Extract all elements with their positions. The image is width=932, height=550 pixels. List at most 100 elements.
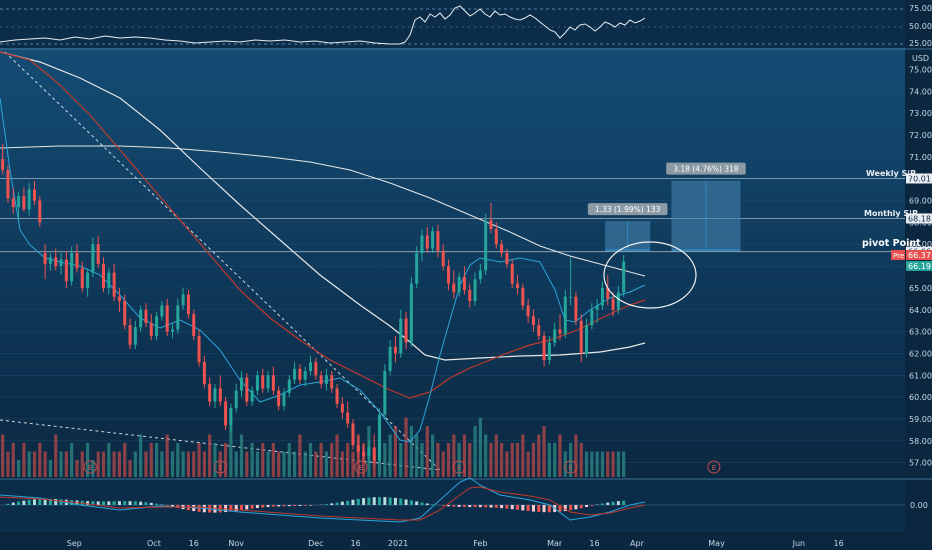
price-tick-label: 64.00 [909, 306, 932, 315]
macd-histogram-bar [388, 497, 392, 505]
candle-body [303, 370, 307, 380]
candle-body [547, 342, 551, 361]
volume-bar [80, 451, 84, 477]
volume-bar [409, 426, 413, 477]
macd-histogram-bar [378, 497, 382, 505]
volume-bar [144, 451, 148, 477]
candle-body [516, 283, 520, 288]
macd-histogram-bar [484, 505, 488, 508]
volume-bar [521, 434, 525, 477]
time-tick-label: Sep [67, 539, 82, 548]
time-axis-ticks: Sep Oct 16 Nov Dec 16 2021 Feb Mar 16 Apr May Jun 16 [67, 539, 844, 548]
macd-histogram-bar [452, 505, 456, 507]
candle-body [250, 390, 254, 402]
macd-histogram-bar [431, 504, 435, 505]
volume-bar [218, 451, 222, 477]
volume-bar [287, 443, 291, 477]
volume-bar [154, 443, 159, 477]
time-tick-label: Jun [792, 539, 806, 548]
volume-bar [452, 434, 456, 477]
price-tick-label: 69.00 [909, 197, 932, 206]
event-marker [452, 460, 466, 474]
candle-body [600, 287, 604, 306]
candle-body [43, 252, 47, 264]
candle-body [309, 362, 313, 371]
macd-histogram-bar [261, 505, 265, 508]
event-marker-label: E [88, 464, 92, 472]
candle-body [611, 298, 615, 310]
candle-body [293, 368, 297, 380]
volume-bar [123, 443, 127, 477]
candle-body [255, 375, 259, 391]
price-tick-label: 65.00 [909, 284, 932, 293]
volume-bar [64, 451, 68, 477]
candle-body [521, 287, 525, 306]
volume-bar [176, 443, 180, 477]
volume-bar [261, 443, 265, 477]
volume-bar [160, 451, 164, 477]
volume-bar [245, 451, 249, 477]
volume-bar [208, 434, 212, 477]
price-tag-bg [906, 260, 932, 271]
volume-bar [43, 451, 47, 477]
volume-bar [510, 443, 514, 477]
volume-bar [388, 434, 392, 477]
volume-bar [91, 460, 95, 477]
macd-histogram-bar [287, 505, 291, 507]
macd-histogram-bar [293, 505, 297, 507]
time-tick-label: Feb [473, 539, 487, 548]
macd-histogram-bar [229, 505, 233, 512]
candle-body [468, 290, 472, 302]
price-tick-label: 57.00 [909, 459, 932, 468]
volume-bar [531, 443, 536, 477]
macd-histogram-bar [117, 501, 121, 505]
candle-body [176, 305, 180, 330]
volume-bar [393, 426, 398, 477]
macd-histogram-bar [102, 501, 106, 505]
rsi-level-label-50: 50.00 [909, 22, 932, 31]
macd-histogram-bar [255, 505, 259, 509]
macd-histogram-bar [123, 501, 127, 505]
candle-body [245, 377, 249, 402]
volume-bar [489, 443, 493, 477]
macd-histogram-bar [516, 505, 520, 510]
volume-bar [457, 443, 461, 477]
event-marker [564, 460, 578, 474]
volume-bar [170, 451, 175, 477]
volume-bar [107, 443, 111, 477]
measure-label: 3.18 (4.76%) 318 [673, 165, 739, 174]
event-marker-label: E [457, 464, 461, 472]
candle-body [1, 159, 5, 170]
candle-body [33, 189, 37, 201]
candle-body [569, 296, 573, 298]
volume-bar [229, 426, 233, 477]
candle-body [335, 388, 339, 404]
rsi-panel: 75.00 50.00 25.00 [0, 4, 932, 48]
macd-histogram-bar [356, 498, 360, 505]
volume-bar [324, 451, 329, 477]
candle-body [420, 235, 424, 253]
volume-bar [197, 443, 201, 477]
volume-bar [574, 434, 578, 477]
price-tick-label: 67.00 [909, 240, 932, 249]
macd-histogram-bar [309, 505, 313, 506]
macd-histogram-bar [149, 502, 153, 505]
candle-body [224, 401, 228, 426]
volume-bar [282, 451, 286, 477]
macd-histogram-bar [590, 505, 594, 506]
candle-body [324, 375, 328, 385]
volume-bar [335, 434, 339, 477]
price-tag-name-bg [891, 250, 905, 261]
candle-body [404, 318, 408, 343]
macd-histogram-bar [409, 500, 413, 505]
volume-bar [59, 451, 63, 477]
volume-bar [239, 434, 244, 477]
macd-histogram-bar [399, 498, 403, 505]
candle-body [86, 272, 90, 288]
annotation-circle [603, 241, 697, 309]
candle-body [415, 252, 419, 284]
event-marker-label: E [218, 464, 222, 472]
price-tick-label: 74.00 [909, 87, 932, 96]
macd-histogram-bar [510, 505, 514, 510]
